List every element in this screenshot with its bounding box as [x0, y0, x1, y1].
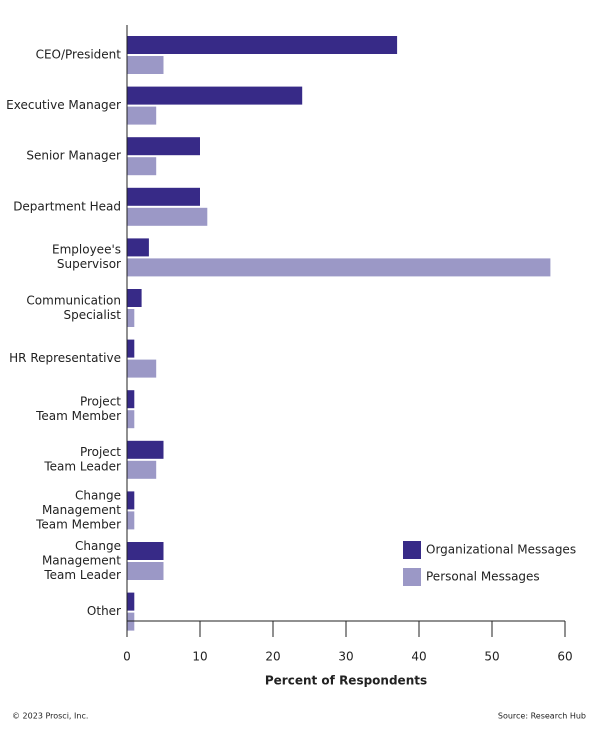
- y-tick-label: Specialist: [63, 308, 121, 322]
- bar: [127, 289, 142, 307]
- bar: [127, 238, 149, 257]
- y-tick-label: Change: [75, 488, 121, 502]
- y-tick-label: HR Representative: [9, 351, 121, 365]
- y-tick-label: Management: [42, 503, 121, 517]
- footer-right: Source: Research Hub: [498, 712, 586, 721]
- y-tick-label: Team Leader: [43, 568, 121, 582]
- y-tick-label: Supervisor: [57, 257, 121, 271]
- y-tick-label: Project: [80, 445, 121, 459]
- bar: [127, 592, 135, 611]
- bar: [127, 390, 135, 409]
- y-tick-label: Senior Manager: [26, 149, 121, 163]
- bar: [127, 157, 157, 176]
- y-tick-label: Communication: [26, 293, 121, 307]
- bar: [127, 309, 135, 327]
- bar: [127, 410, 135, 429]
- y-tick-label: Other: [87, 604, 121, 618]
- y-tick-label: Team Leader: [43, 460, 121, 474]
- x-tick-label: 30: [338, 650, 353, 664]
- y-tick-label: CEO/President: [36, 48, 122, 62]
- bar: [127, 187, 200, 206]
- bar: [127, 339, 135, 358]
- y-tick-label: Team Member: [35, 409, 121, 423]
- bar: [127, 207, 208, 226]
- bar: [127, 460, 157, 479]
- y-tick-label: Team Member: [35, 517, 121, 531]
- bar: [127, 36, 398, 54]
- x-tick-label: 40: [411, 650, 426, 664]
- bar: [127, 86, 303, 105]
- bar: [127, 258, 551, 277]
- y-tick-label: Change: [75, 539, 121, 553]
- bar: [127, 562, 164, 580]
- x-tick-label: 10: [192, 650, 207, 664]
- bar: [127, 491, 135, 510]
- bar: [127, 440, 164, 459]
- x-tick-label: 0: [123, 650, 131, 664]
- legend-swatch: [403, 568, 421, 586]
- y-tick-label: Management: [42, 554, 121, 568]
- bar: [127, 511, 135, 530]
- y-tick-label: Project: [80, 394, 121, 408]
- bar: [127, 542, 164, 560]
- y-tick-label: Executive Manager: [6, 98, 121, 112]
- footer-left: © 2023 Prosci, Inc.: [12, 712, 88, 721]
- x-tick-label: 20: [265, 650, 280, 664]
- y-tick-label: Department Head: [13, 199, 121, 213]
- y-tick-label: Employee's: [52, 243, 121, 257]
- bar: [127, 359, 157, 378]
- legend-label: Organizational Messages: [426, 543, 576, 557]
- x-axis-label: Percent of Respondents: [265, 674, 427, 688]
- bar: [127, 106, 157, 125]
- x-tick-label: 50: [484, 650, 499, 664]
- bar: [127, 137, 200, 156]
- bar: [127, 612, 135, 631]
- legend-swatch: [403, 541, 421, 559]
- x-tick-label: 60: [557, 650, 572, 664]
- bar: [127, 56, 164, 74]
- legend-label: Personal Messages: [426, 570, 540, 584]
